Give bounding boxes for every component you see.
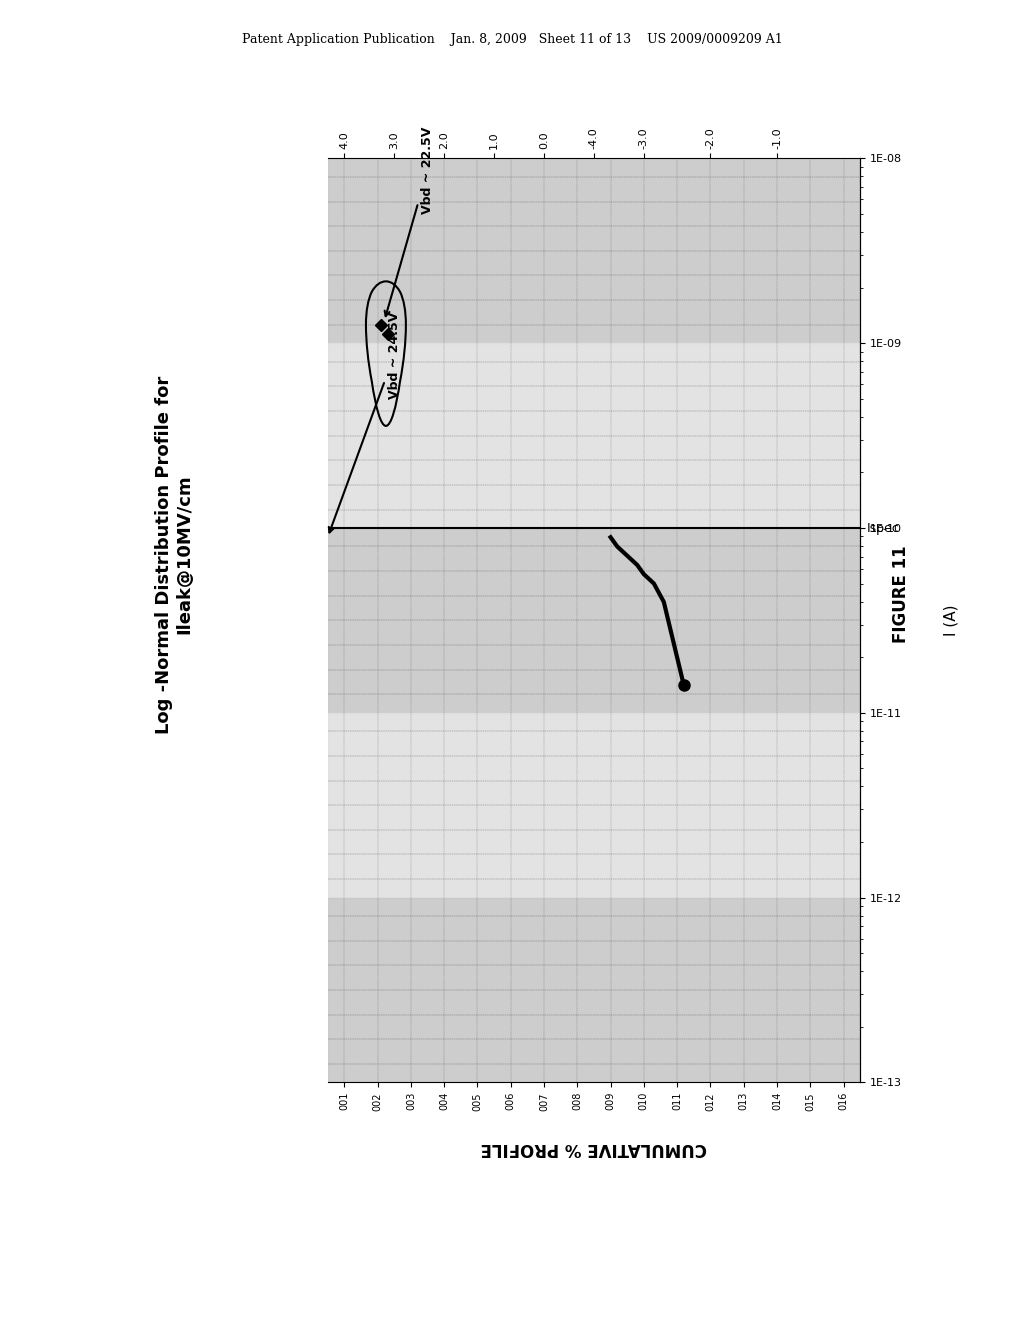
Text: Log -Normal Distribution Profile for
Ileak@10MV/cm: Log -Normal Distribution Profile for Ile… — [155, 375, 194, 734]
Text: Vbd ~ 22.5V: Vbd ~ 22.5V — [385, 127, 434, 315]
Bar — [328, 898, 860, 1082]
Bar — [328, 713, 860, 898]
Bar — [328, 528, 860, 713]
Text: FIGURE 11: FIGURE 11 — [892, 545, 910, 643]
Text: Vbd ~ 24.5V: Vbd ~ 24.5V — [329, 312, 400, 532]
Text: Ispec: Ispec — [866, 521, 899, 535]
Text: CUMULATIVE % PROFILE: CUMULATIVE % PROFILE — [480, 1139, 708, 1158]
Text: Patent Application Publication    Jan. 8, 2009   Sheet 11 of 13    US 2009/00092: Patent Application Publication Jan. 8, 2… — [242, 33, 782, 46]
Bar — [328, 343, 860, 528]
Bar — [328, 158, 860, 343]
Y-axis label: I (A): I (A) — [944, 605, 958, 636]
